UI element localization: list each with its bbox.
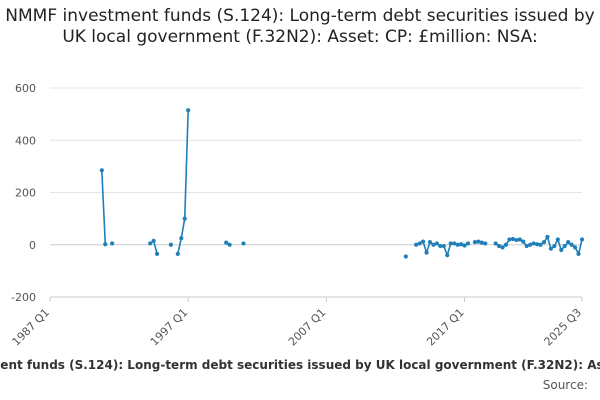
data-point xyxy=(493,241,498,246)
data-point xyxy=(538,242,543,247)
data-point xyxy=(434,241,440,246)
x-tick-label: 2007 Q1 xyxy=(286,306,329,349)
data-point xyxy=(579,237,585,242)
series-line-segment xyxy=(180,218,186,239)
data-point xyxy=(448,241,453,246)
data-point xyxy=(510,236,516,242)
series-label: NMMF investment funds (S.124): Long-term… xyxy=(0,358,600,372)
y-axis-ticks: -200 0 200 400 600 xyxy=(11,82,36,304)
x-axis-ticks: 1987 Q1 1997 Q1 2007 Q1 2017 Q1 2025 Q3 xyxy=(10,297,585,349)
data-point xyxy=(168,242,174,247)
data-point xyxy=(182,216,187,221)
data-point xyxy=(521,239,526,244)
y-tick-label: 400 xyxy=(15,134,36,147)
data-point xyxy=(403,254,408,259)
gridlines xyxy=(50,87,582,298)
data-point xyxy=(154,251,160,256)
data-point xyxy=(99,168,104,173)
data-point xyxy=(179,236,184,241)
y-tick-label: 200 xyxy=(15,187,36,200)
data-point xyxy=(427,240,433,245)
data-point xyxy=(528,242,533,247)
data-point xyxy=(576,251,581,256)
data-point xyxy=(151,238,156,243)
data-point xyxy=(569,242,574,247)
data-point xyxy=(559,247,564,253)
x-tick-label: 2017 Q1 xyxy=(424,306,467,349)
data-point xyxy=(424,250,429,255)
data-point xyxy=(514,237,519,243)
data-point xyxy=(458,242,464,247)
x-tick-label: 1987 Q1 xyxy=(10,306,53,349)
data-point xyxy=(420,239,426,244)
data-point xyxy=(462,243,467,248)
y-tick-label: 600 xyxy=(15,82,36,95)
series-line-segment xyxy=(152,240,158,255)
series-points xyxy=(99,108,585,259)
series-line-segment xyxy=(183,110,189,219)
data-point xyxy=(417,241,422,246)
data-point xyxy=(414,242,419,247)
source-label: Source: xyxy=(542,378,588,392)
data-point xyxy=(103,242,108,247)
data-point xyxy=(548,246,554,251)
data-point xyxy=(476,239,481,244)
data-point xyxy=(545,234,550,240)
data-point xyxy=(517,237,522,242)
axes xyxy=(50,244,582,298)
data-point xyxy=(227,242,232,247)
data-point xyxy=(224,240,229,245)
data-point xyxy=(186,108,191,113)
data-point xyxy=(531,241,536,246)
data-point xyxy=(552,243,557,249)
series-line-segment xyxy=(177,238,183,255)
data-point xyxy=(148,241,153,246)
data-point xyxy=(110,241,115,246)
data-point xyxy=(541,240,547,245)
data-point xyxy=(524,243,529,249)
series-label-strip: NMMF investment funds (S.124): Long-term… xyxy=(0,358,600,378)
data-point xyxy=(175,251,180,256)
data-point xyxy=(566,240,571,245)
data-point xyxy=(562,243,567,249)
data-point xyxy=(455,242,460,247)
y-tick-label: -200 xyxy=(11,291,36,304)
data-point xyxy=(534,242,540,247)
x-tick-label: 2025 Q3 xyxy=(542,306,585,349)
data-point xyxy=(500,245,505,250)
y-tick-label: 0 xyxy=(29,239,36,252)
data-point xyxy=(555,237,560,242)
data-point xyxy=(441,243,446,249)
data-point xyxy=(572,245,578,250)
data-point xyxy=(472,240,478,245)
series-line-segment xyxy=(101,170,107,245)
x-tick-label: 1997 Q1 xyxy=(148,306,191,349)
data-point xyxy=(431,242,436,247)
data-point xyxy=(452,241,457,246)
data-point xyxy=(438,243,443,249)
series-lines xyxy=(101,110,583,256)
data-point xyxy=(483,241,488,246)
data-point xyxy=(503,242,509,247)
chart-title: NMMF investment funds (S.124): Long-term… xyxy=(5,6,595,47)
data-point xyxy=(445,253,450,258)
data-point xyxy=(479,240,484,245)
data-point xyxy=(507,237,512,242)
data-point xyxy=(496,243,502,249)
series-line-segment xyxy=(577,239,583,255)
data-point xyxy=(465,241,471,246)
data-point xyxy=(241,241,246,246)
